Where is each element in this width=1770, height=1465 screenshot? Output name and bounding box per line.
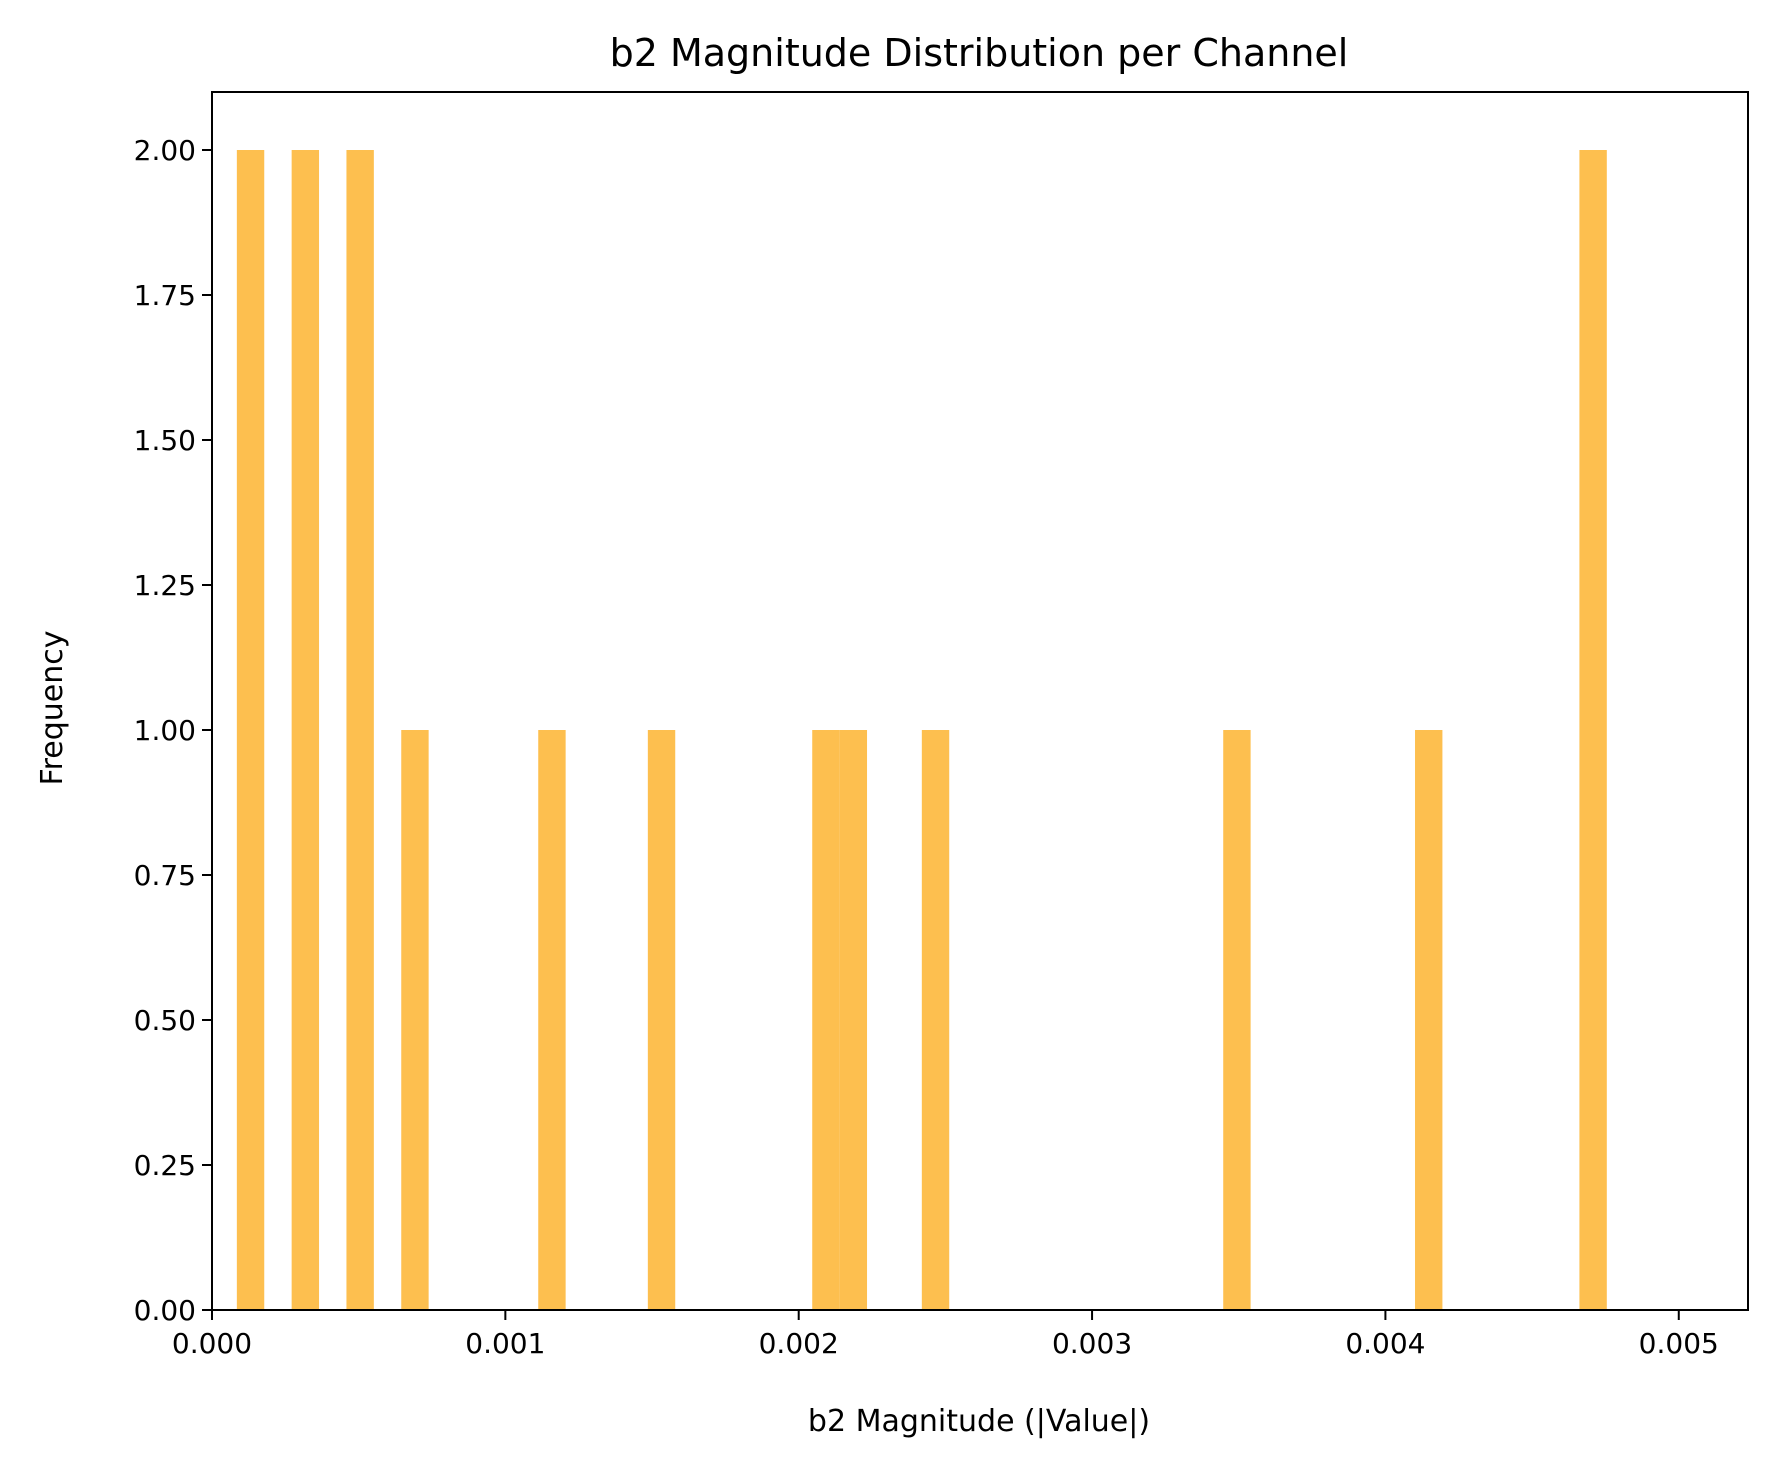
y-tick-label-5: 1.25 xyxy=(134,569,196,602)
y-tick-label-2: 0.50 xyxy=(134,1004,196,1037)
histogram-bar-7 xyxy=(839,730,868,1310)
x-tick-label-3: 0.003 xyxy=(1052,1327,1132,1360)
y-axis-ticks: 0.00 0.25 0.50 0.75 1.00 1.25 1.50 1.75 2.00 xyxy=(134,134,212,1327)
y-tick-label-1: 0.25 xyxy=(134,1149,196,1182)
histogram-bar-4 xyxy=(538,730,566,1310)
y-tick-label-4: 1.00 xyxy=(134,714,196,747)
y-tick-label-7: 1.75 xyxy=(134,279,196,312)
histogram-bar-1 xyxy=(291,150,320,1310)
y-tick-label-6: 1.50 xyxy=(134,424,196,457)
chart-title: b2 Magnitude Distribution per Channel xyxy=(610,31,1349,75)
x-axis-ticks: 0.000 0.001 0.002 0.003 0.004 0.005 xyxy=(172,1310,1719,1360)
plot-frame xyxy=(211,91,1749,1311)
histogram-bars xyxy=(236,150,1607,1310)
x-tick-label-5: 0.005 xyxy=(1639,1327,1719,1360)
histogram-bar-5 xyxy=(647,730,676,1310)
histogram-bar-3 xyxy=(401,730,429,1310)
y-axis-label: Frequency xyxy=(35,631,70,786)
histogram-bar-10 xyxy=(1415,730,1443,1310)
histogram-bar-11 xyxy=(1579,150,1607,1310)
histogram-bar-2 xyxy=(346,150,374,1310)
y-tick-label-0: 0.00 xyxy=(134,1294,196,1327)
x-tick-label-1: 0.001 xyxy=(465,1327,545,1360)
x-tick-label-0: 0.000 xyxy=(172,1327,252,1360)
histogram-bar-8 xyxy=(921,730,950,1310)
histogram-bar-6 xyxy=(812,730,840,1310)
x-tick-label-4: 0.004 xyxy=(1345,1327,1425,1360)
x-tick-label-2: 0.002 xyxy=(759,1327,839,1360)
x-axis-label: b2 Magnitude (|Value|) xyxy=(808,1404,1150,1439)
y-tick-label-3: 0.75 xyxy=(134,859,196,892)
histogram-bar-0 xyxy=(236,150,265,1310)
histogram-bar-9 xyxy=(1223,730,1251,1310)
y-tick-label-8: 2.00 xyxy=(134,134,196,167)
